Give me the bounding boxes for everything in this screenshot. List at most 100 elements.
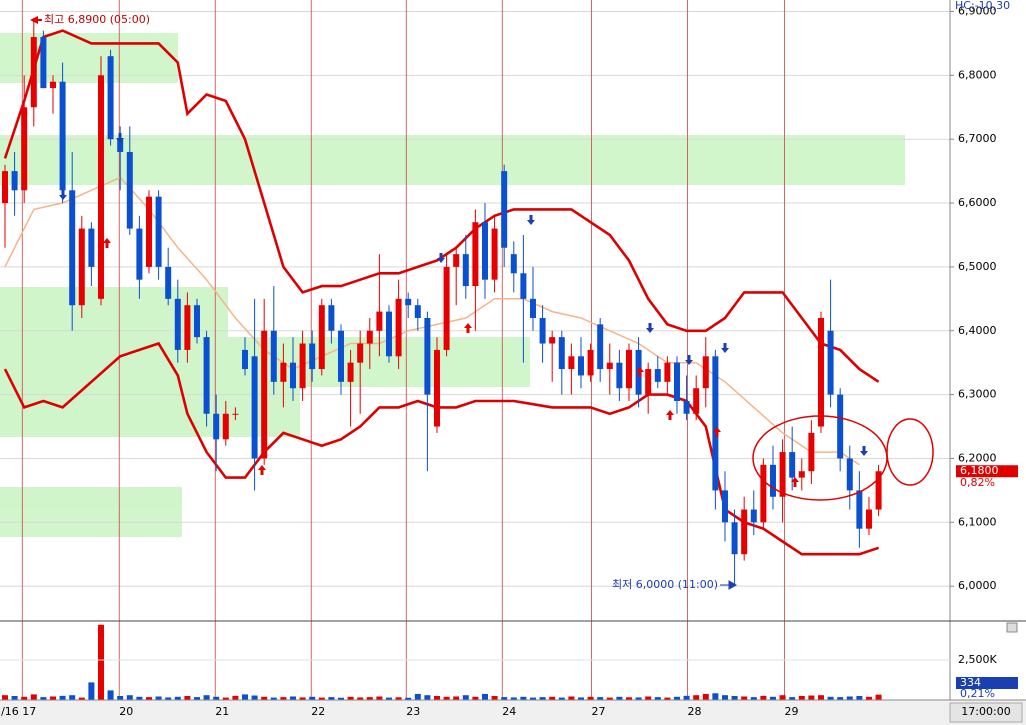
volume-bar — [280, 697, 287, 700]
candle-body — [683, 400, 690, 414]
volume-bar — [203, 695, 210, 700]
candle-body — [443, 266, 450, 350]
candle-body — [865, 509, 872, 529]
volume-bar — [760, 695, 767, 700]
zone — [0, 487, 182, 537]
header-text: HC:-10,30 — [955, 0, 1010, 12]
volume-bar — [241, 694, 248, 700]
y-tick-label: 6,8000 — [958, 68, 997, 81]
x-tick-label: 23 — [406, 705, 420, 718]
candle-body — [750, 509, 757, 523]
volume-bar — [11, 696, 18, 700]
candle-body — [558, 337, 565, 370]
x-axis-strip — [0, 700, 1026, 725]
x-tick-label: 24 — [502, 705, 516, 718]
candle-body — [347, 362, 354, 382]
candle-body — [337, 330, 344, 382]
volume-bar — [165, 697, 172, 700]
volume-bar — [69, 695, 76, 700]
y-tick-label: 6,0000 — [958, 579, 997, 592]
candle-body — [395, 298, 402, 357]
candle-body — [817, 317, 824, 427]
volume-bar — [443, 696, 450, 700]
candle-body — [577, 356, 584, 376]
volume-bar — [779, 695, 786, 700]
candle-body — [568, 356, 575, 370]
y-tick-label: 6,3000 — [958, 388, 997, 401]
candle-body — [846, 458, 853, 491]
candle-body — [376, 311, 383, 331]
candle-body — [606, 362, 613, 370]
volume-bar — [136, 696, 143, 700]
candle-body — [328, 305, 335, 331]
candle-body — [30, 37, 37, 108]
volume-bar — [625, 697, 632, 700]
volume-bar — [309, 696, 316, 700]
volume-bar — [549, 696, 556, 700]
candle-body — [213, 413, 220, 440]
candle-body — [827, 330, 834, 395]
candle-body — [184, 305, 191, 350]
volume-bar — [856, 696, 863, 700]
volume-bar — [395, 697, 402, 700]
volume-bar — [405, 697, 412, 700]
band-line — [3, 341, 880, 556]
volume-bar — [808, 695, 815, 700]
volume-bar — [222, 697, 229, 700]
volume-bar — [462, 695, 469, 700]
volume-bar — [117, 696, 124, 700]
volume-bar — [606, 697, 613, 700]
candle-body — [510, 254, 517, 274]
volume-bar — [40, 697, 47, 700]
candle-body — [165, 266, 172, 299]
volume-bar — [414, 693, 421, 700]
candle-body — [654, 369, 661, 382]
candle-body — [97, 75, 104, 299]
y-tick-label: 6,2000 — [958, 451, 997, 464]
volume-bar — [587, 696, 594, 700]
candle-body — [712, 356, 719, 491]
candle-body — [587, 349, 594, 376]
volume-bar — [59, 695, 66, 700]
volume-bar — [664, 697, 671, 700]
candle-body — [21, 107, 28, 191]
volume-change: 0,21% — [960, 687, 995, 700]
volume-bar — [597, 697, 604, 700]
candle-body — [270, 330, 277, 382]
volume-bar — [865, 696, 872, 700]
y-axis: 6,0000 6,1000 6,2000 6,3000 6,4000 6,5000 6,60… — [950, 4, 997, 592]
volume-bar — [424, 695, 431, 700]
volume-bar — [145, 697, 152, 700]
volume-bar — [769, 696, 776, 700]
volume-bar — [366, 697, 373, 700]
x-axis: /16 17 20 21 22 23 24 27 28 29 — [1, 705, 798, 718]
volume-bar — [49, 696, 56, 700]
highlight-ellipse — [886, 418, 934, 486]
candle-body — [299, 343, 306, 389]
y-tick-label: 6,4000 — [958, 324, 997, 337]
panel-button[interactable] — [1006, 622, 1018, 633]
candle-body — [693, 388, 700, 414]
last-volume-box — [956, 677, 1018, 689]
volume-bar — [846, 696, 853, 700]
volume-bar — [510, 697, 517, 700]
volume-bar — [289, 696, 296, 700]
candle-body — [597, 324, 604, 370]
volume-bar — [1, 695, 8, 700]
last-volume: 334 — [960, 676, 981, 689]
volume-bar — [88, 682, 95, 700]
volume-bar — [693, 695, 700, 700]
volume-bar — [184, 696, 191, 700]
volume-bar — [529, 697, 536, 700]
volume-bar — [472, 696, 479, 700]
candle-body — [241, 349, 248, 370]
y-tick-label: 6,7000 — [958, 132, 997, 145]
volume-bar — [741, 696, 748, 700]
volume-bar — [789, 697, 796, 700]
volume-tick-label: 2,500K — [958, 653, 997, 666]
volume-bar — [827, 696, 834, 700]
volume-bar — [491, 696, 498, 700]
volume-bar — [299, 697, 306, 700]
